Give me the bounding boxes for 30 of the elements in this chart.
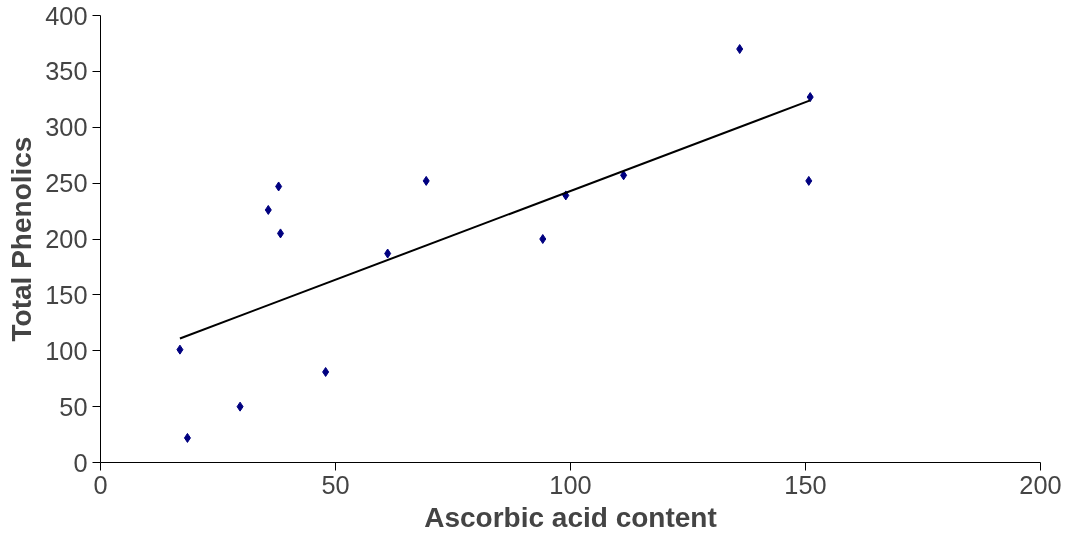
- y-tick-label: 250: [45, 169, 88, 198]
- y-tick-label: 0: [73, 448, 88, 477]
- x-axis-title: Ascorbic acid content: [424, 501, 717, 533]
- y-tick-label: 150: [45, 280, 88, 309]
- y-tick-label: 400: [45, 1, 88, 30]
- point: [277, 228, 285, 239]
- point: [183, 432, 191, 443]
- x-tick-label: 100: [549, 470, 592, 499]
- x-tick-label: 200: [1019, 470, 1062, 499]
- point: [736, 44, 744, 55]
- point: [236, 401, 244, 412]
- point: [264, 204, 272, 215]
- y-tick-label: 50: [59, 392, 88, 421]
- x-tick-label: 150: [784, 470, 827, 499]
- point: [805, 175, 813, 186]
- y-axis-title: Total Phenolics: [6, 136, 38, 342]
- point: [384, 248, 392, 259]
- point: [422, 175, 430, 186]
- point: [620, 170, 628, 181]
- point: [322, 366, 330, 377]
- y-tick-label: 200: [45, 225, 88, 253]
- point: [176, 344, 184, 355]
- x-tick-label: 0: [93, 470, 108, 499]
- point: [539, 234, 547, 244]
- y-tick-label: 100: [45, 336, 88, 365]
- x-tick-label: 50: [321, 470, 350, 499]
- point: [275, 181, 283, 192]
- y-tick-label: 300: [45, 113, 88, 142]
- point: [806, 92, 814, 103]
- y-tick-label: 350: [45, 57, 88, 86]
